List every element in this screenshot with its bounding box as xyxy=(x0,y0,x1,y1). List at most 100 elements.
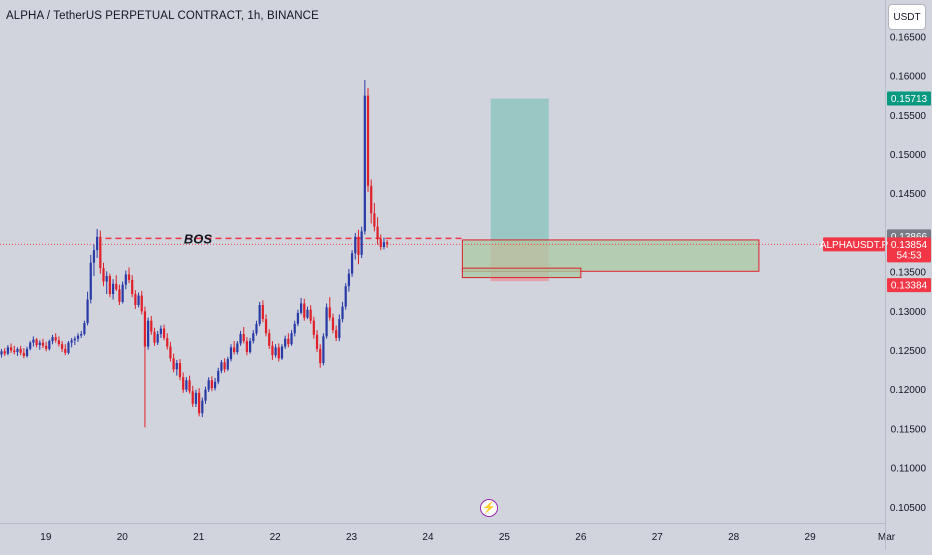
x-tick-label: 20 xyxy=(117,532,129,543)
candle xyxy=(118,289,121,302)
candle xyxy=(35,339,38,346)
candle xyxy=(245,341,249,353)
candle xyxy=(60,344,64,349)
candle xyxy=(86,299,89,324)
candle xyxy=(178,363,182,378)
time-axis-divider xyxy=(0,523,885,524)
x-tick-label: 27 xyxy=(652,532,664,543)
y-tick-label: 0.11500 xyxy=(891,424,927,435)
candle xyxy=(9,347,13,351)
y-tick-label: 0.12500 xyxy=(890,346,927,357)
candle xyxy=(134,294,137,306)
candle xyxy=(322,336,325,364)
candle xyxy=(363,95,366,232)
candle xyxy=(48,341,51,349)
bos-label: BOS xyxy=(184,231,213,246)
candle xyxy=(347,273,351,287)
candle xyxy=(185,380,188,390)
candle xyxy=(309,309,312,321)
candle xyxy=(354,236,357,254)
candle xyxy=(382,242,386,247)
candle xyxy=(45,345,48,349)
candle xyxy=(29,342,32,349)
candle xyxy=(376,226,379,240)
candle xyxy=(191,391,194,404)
candle xyxy=(80,334,83,336)
candle xyxy=(140,295,143,312)
y-tick-label: 0.13500 xyxy=(890,268,927,279)
candle xyxy=(92,250,96,263)
candle xyxy=(166,337,169,347)
stop-price-label: 0.13384 xyxy=(891,281,928,292)
candle xyxy=(153,331,156,343)
candle xyxy=(156,334,159,343)
candle xyxy=(25,348,29,356)
candle xyxy=(223,362,226,370)
candle xyxy=(175,363,178,370)
candle xyxy=(255,323,258,334)
x-tick-label: 24 xyxy=(422,532,434,543)
currency-button[interactable]: USDT xyxy=(888,4,926,30)
candle xyxy=(70,340,73,343)
candle xyxy=(150,320,153,332)
target-price-label: 0.15713 xyxy=(891,94,928,105)
candle xyxy=(182,377,185,390)
candle xyxy=(331,317,335,331)
candle xyxy=(201,400,204,414)
candle xyxy=(121,284,124,302)
x-tick-label: 28 xyxy=(728,532,740,543)
candle xyxy=(38,342,41,346)
candle xyxy=(357,236,360,255)
candle xyxy=(386,242,389,245)
x-tick-label: 25 xyxy=(499,532,511,543)
candle xyxy=(220,362,223,371)
candle xyxy=(252,333,255,342)
candle xyxy=(13,350,16,353)
target-zone xyxy=(490,98,549,244)
symbol-tag-bg xyxy=(823,237,885,252)
x-tick-label: 22 xyxy=(270,532,282,543)
candle xyxy=(277,347,280,359)
candle xyxy=(290,333,293,345)
stop-price-label-bg xyxy=(887,278,931,293)
candle xyxy=(172,358,175,370)
last-price-label-countdown: 54:53 xyxy=(896,250,921,261)
candle xyxy=(299,303,303,313)
candle xyxy=(264,319,268,334)
candle xyxy=(76,335,80,339)
candle xyxy=(73,338,76,341)
candle xyxy=(96,236,99,251)
candle xyxy=(147,320,150,347)
candle xyxy=(258,305,261,324)
candle xyxy=(350,253,354,274)
candle xyxy=(239,334,242,344)
candle xyxy=(207,380,210,390)
x-tick-label: 29 xyxy=(805,532,817,543)
candle xyxy=(169,346,172,359)
y-tick-label: 0.12000 xyxy=(890,385,927,396)
y-tick-label: 0.13000 xyxy=(890,307,927,318)
lightning-icon[interactable]: ⚡ xyxy=(480,499,498,517)
x-tick-label: 26 xyxy=(575,532,587,543)
candle xyxy=(127,274,131,280)
chart-title: ALPHA / TetherUS PERPETUAL CONTRACT, 1h,… xyxy=(6,10,319,22)
candle xyxy=(284,338,287,347)
candle xyxy=(54,337,57,341)
y-tick-label: 0.15500 xyxy=(890,111,927,122)
demand-zone xyxy=(461,267,582,279)
candle xyxy=(105,276,108,282)
candle xyxy=(159,328,162,335)
demand-zone xyxy=(461,239,760,272)
candle xyxy=(16,348,19,353)
candle xyxy=(204,389,207,401)
y-tick-label: 0.16500 xyxy=(890,32,927,43)
candle xyxy=(213,381,217,389)
candle xyxy=(271,345,274,356)
candle xyxy=(248,341,252,353)
symbol-tag: ALPHAUSDT.P xyxy=(820,240,889,251)
candle xyxy=(315,334,319,349)
candle xyxy=(328,307,331,318)
candle xyxy=(242,334,245,342)
